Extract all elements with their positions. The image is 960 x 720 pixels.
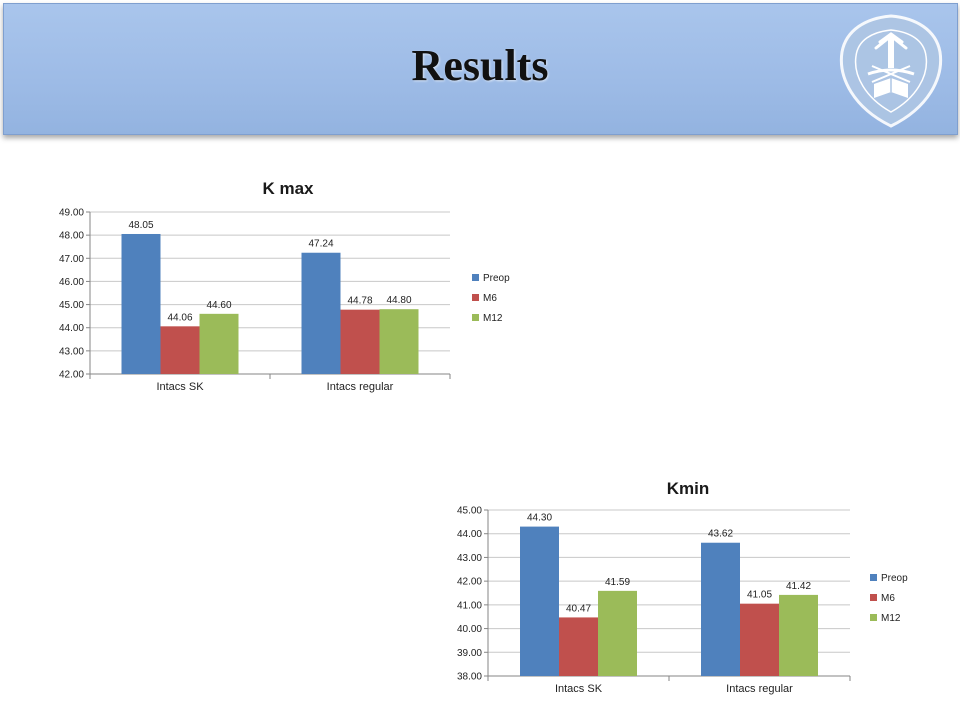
- y-tick-label: 43.00: [457, 553, 482, 564]
- legend-label: Preop: [881, 573, 908, 584]
- y-tick-label: 44.00: [457, 529, 482, 540]
- chart-title: Kmin: [667, 479, 710, 498]
- chart-kmin: Kmin 38.00 39.00 40.00 41.00 42.00 43.00 44.00 4…: [430, 468, 930, 708]
- title-banner: [3, 3, 958, 135]
- bar-m12: [199, 313, 239, 374]
- legend-swatch-m6: [870, 594, 877, 601]
- chart-kmax: K max 42.00 43.00 44.00 45.00 46.00 47.00 48.00…: [40, 168, 530, 408]
- data-label: 41.05: [747, 590, 772, 601]
- data-label: 41.42: [786, 581, 811, 592]
- bar-m12: [598, 590, 637, 676]
- chart-title: K max: [262, 179, 314, 198]
- chart-kmax-svg: K max 42.00 43.00 44.00 45.00 46.00 47.00 48.00…: [59, 179, 510, 393]
- bar-m6: [559, 617, 598, 676]
- data-label: 43.62: [708, 529, 733, 540]
- data-label: 44.80: [386, 295, 411, 306]
- data-label: 44.06: [167, 312, 192, 323]
- bar-preop: [520, 526, 559, 676]
- bar-m6: [160, 326, 200, 374]
- x-category-label: Intacs regular: [726, 683, 793, 695]
- data-label: 44.78: [347, 296, 372, 307]
- y-tick-label: 43.00: [59, 346, 84, 357]
- slide-title: Results: [411, 41, 549, 90]
- y-tick-label: 40.00: [457, 624, 482, 635]
- data-label: 44.60: [206, 300, 231, 311]
- data-label: 41.59: [605, 577, 630, 588]
- data-label: 44.30: [527, 513, 552, 524]
- y-tick-label: 48.00: [59, 231, 84, 242]
- y-tick-label: 42.00: [59, 370, 84, 381]
- data-label: 47.24: [308, 239, 333, 250]
- bar-m6: [740, 603, 779, 676]
- bar-m12: [379, 309, 419, 374]
- data-label: 40.47: [566, 603, 591, 614]
- legend-swatch-m6: [472, 294, 479, 301]
- bar-preop: [701, 542, 740, 676]
- legend-swatch-preop: [472, 274, 479, 281]
- y-tick-label: 42.00: [457, 577, 482, 588]
- y-tick-label: 45.00: [59, 300, 84, 311]
- data-label: 48.05: [128, 220, 153, 231]
- y-tick-label: 46.00: [59, 277, 84, 288]
- x-category-label: Intacs regular: [327, 381, 394, 393]
- legend-swatch-preop: [870, 574, 877, 581]
- bar-m6: [340, 309, 380, 374]
- legend-label: Preop: [483, 273, 510, 284]
- bar-preop: [121, 233, 161, 374]
- legend-label: M12: [483, 313, 503, 324]
- legend-label: M6: [483, 293, 497, 304]
- chart-kmin-svg: Kmin 38.00 39.00 40.00 41.00 42.00 43.00 44.00 4…: [457, 479, 908, 695]
- university-seal-icon: King Saud University 1957: [836, 12, 946, 130]
- legend-label: M12: [881, 613, 901, 624]
- y-tick-label: 38.00: [457, 672, 482, 683]
- legend-label: M6: [881, 593, 895, 604]
- legend-swatch-m12: [472, 314, 479, 321]
- y-tick-label: 39.00: [457, 648, 482, 659]
- y-tick-label: 49.00: [59, 208, 84, 219]
- legend-swatch-m12: [870, 614, 877, 621]
- x-category-label: Intacs SK: [555, 683, 603, 695]
- bar-m12: [779, 594, 818, 676]
- x-category-label: Intacs SK: [156, 381, 204, 393]
- y-tick-label: 41.00: [457, 600, 482, 611]
- y-tick-label: 44.00: [59, 323, 84, 334]
- bar-preop: [301, 252, 341, 374]
- y-tick-label: 47.00: [59, 254, 84, 265]
- y-tick-label: 45.00: [457, 506, 482, 517]
